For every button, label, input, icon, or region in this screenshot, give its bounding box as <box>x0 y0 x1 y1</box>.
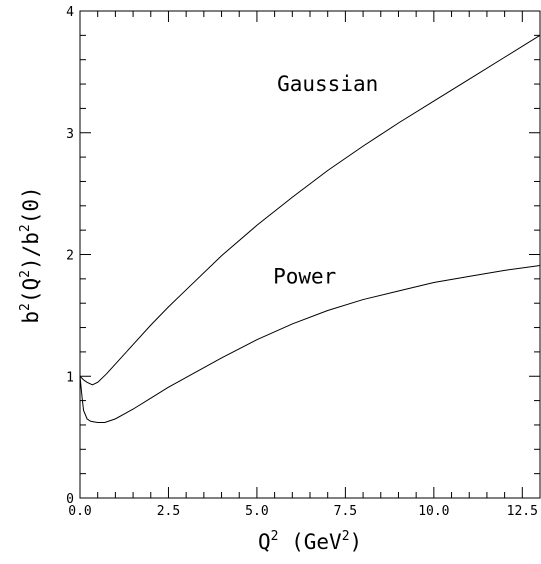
series-line-gaussian <box>79 34 541 386</box>
x-axis: 0.0 2.5 5.0 7.5 10.0 12.5 <box>68 11 541 519</box>
x-axis-title: Q2 (GeV2) <box>258 529 362 554</box>
x-tick-label: 0.0 <box>68 504 91 519</box>
series-label-gaussian: Gaussian <box>277 72 378 96</box>
y-tick-label: 4 <box>66 5 74 20</box>
x-tick-label: 7.5 <box>334 504 357 519</box>
x-tick-label: 10.0 <box>418 504 449 519</box>
y-tick-label: 2 <box>66 249 74 264</box>
y-tick-label: 0 <box>66 492 74 507</box>
y-tick-label: 1 <box>66 370 74 385</box>
y-tick-label: 3 <box>66 127 74 142</box>
series-layer <box>79 34 541 424</box>
series-line-power <box>79 264 541 424</box>
annotation-layer: Gaussian Power <box>273 72 378 288</box>
x-tick-label: 5.0 <box>245 504 268 519</box>
y-axis: 0 1 2 3 4 <box>66 5 540 507</box>
x-tick-label: 2.5 <box>157 504 180 519</box>
y-axis-title: b2(Q2)/b2(0) <box>18 186 43 323</box>
x-tick-label: 12.5 <box>507 504 538 519</box>
series-label-power: Power <box>273 264 336 288</box>
